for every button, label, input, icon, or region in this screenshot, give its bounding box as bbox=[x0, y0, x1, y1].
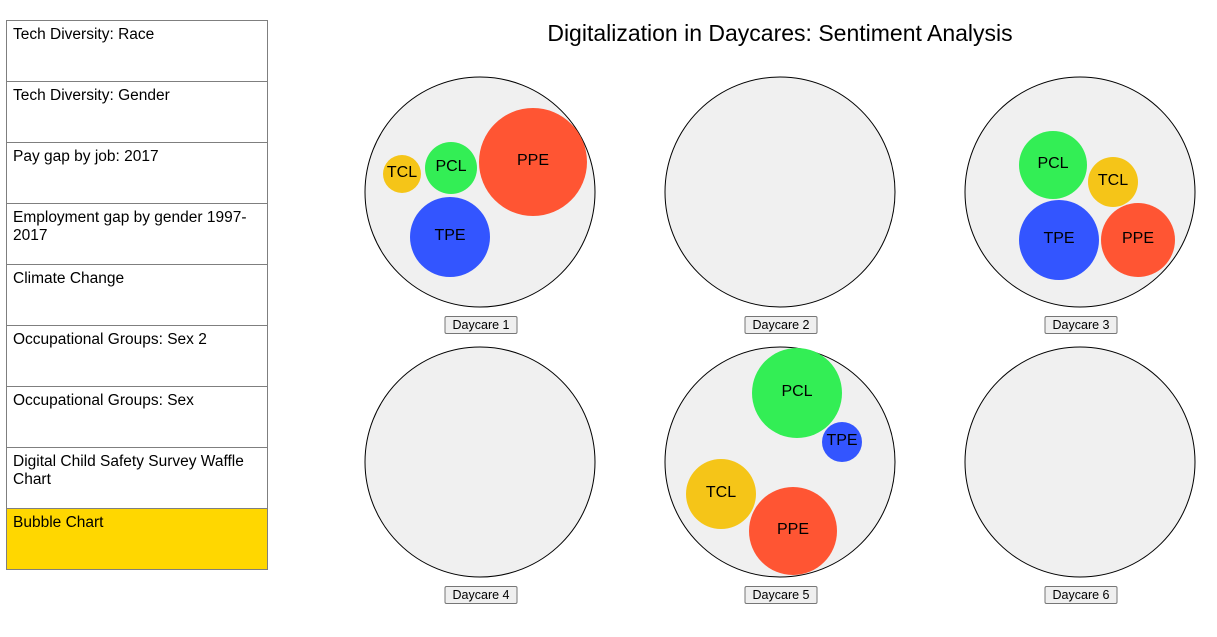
bubble-chart-svg: PCL PPE TCL TPE bbox=[664, 346, 896, 578]
nav-item-occupational-groups-sex-2[interactable]: Occupational Groups: Sex 2 bbox=[6, 325, 268, 387]
daycare-6-button[interactable]: Daycare 6 bbox=[1044, 586, 1118, 604]
daycare-3-chart: TPE PPE PCL TCL Daycare 3 bbox=[961, 76, 1201, 338]
nav-item-pay-gap[interactable]: Pay gap by job: 2017 bbox=[6, 142, 268, 204]
bubble-ppe[interactable] bbox=[749, 487, 837, 575]
chart-title: Digitalization in Daycares: Sentiment An… bbox=[547, 20, 1013, 46]
bubble-chart-svg bbox=[664, 76, 896, 308]
bubble-pcl[interactable] bbox=[425, 142, 477, 194]
nav-item-tech-diversity-gender[interactable]: Tech Diversity: Gender bbox=[6, 81, 268, 143]
bubble-label-tcl: TCL bbox=[1098, 172, 1128, 189]
bubble-ppe[interactable] bbox=[479, 108, 587, 216]
daycare-5-button[interactable]: Daycare 5 bbox=[744, 586, 818, 604]
bubble-chart-svg bbox=[364, 346, 596, 578]
bubble-label-pcl: PCL bbox=[1037, 155, 1068, 172]
sidebar-nav: Tech Diversity: Race Tech Diversity: Gen… bbox=[6, 20, 268, 570]
daycare-5-chart: PCL PPE TCL TPE Daycare 5 bbox=[661, 346, 901, 608]
bubble-label-pcl: PCL bbox=[781, 383, 812, 400]
bubble-label-ppe: PPE bbox=[1122, 230, 1154, 247]
bubble-label-tpe: TPE bbox=[826, 432, 857, 449]
bubble-chart-svg: TPE PPE PCL TCL bbox=[964, 76, 1196, 308]
daycare-6-chart: Daycare 6 bbox=[961, 346, 1201, 608]
bubble-label-tcl: TCL bbox=[706, 484, 736, 501]
daycare-3-button[interactable]: Daycare 3 bbox=[1044, 316, 1118, 334]
bubble-chart-svg: PPE TPE PCL TCL bbox=[364, 76, 596, 308]
bubble-tpe[interactable] bbox=[1019, 200, 1099, 280]
bubble-label-tpe: TPE bbox=[1043, 230, 1074, 247]
bubble-label-tpe: TPE bbox=[434, 227, 465, 244]
nav-item-tech-diversity-race[interactable]: Tech Diversity: Race bbox=[6, 20, 268, 82]
daycare-outer-circle bbox=[964, 346, 1196, 578]
daycare-4-chart: Daycare 4 bbox=[361, 346, 601, 608]
daycare-outer-circle bbox=[364, 346, 596, 578]
bubble-label-ppe: PPE bbox=[777, 521, 809, 538]
daycare-4-button[interactable]: Daycare 4 bbox=[444, 586, 518, 604]
bubble-tcl[interactable] bbox=[1088, 157, 1138, 207]
bubble-tcl[interactable] bbox=[383, 155, 421, 193]
nav-item-employment-gap[interactable]: Employment gap by gender 1997-2017 bbox=[6, 203, 268, 265]
bubble-tcl[interactable] bbox=[686, 459, 756, 529]
bubble-label-tcl: TCL bbox=[387, 164, 417, 181]
bubble-pcl[interactable] bbox=[1019, 131, 1087, 199]
daycare-outer-circle bbox=[664, 76, 896, 308]
bubble-label-ppe: PPE bbox=[517, 152, 549, 169]
nav-item-waffle-chart[interactable]: Digital Child Safety Survey Waffle Chart bbox=[6, 447, 268, 509]
daycare-1-chart: PPE TPE PCL TCL Daycare 1 bbox=[361, 76, 601, 338]
bubble-ppe[interactable] bbox=[1101, 203, 1175, 277]
daycare-2-chart: Daycare 2 bbox=[661, 76, 901, 338]
nav-item-bubble-chart[interactable]: Bubble Chart bbox=[6, 508, 268, 570]
nav-item-climate-change[interactable]: Climate Change bbox=[6, 264, 268, 326]
bubble-chart-svg bbox=[964, 346, 1196, 578]
daycare-2-button[interactable]: Daycare 2 bbox=[744, 316, 818, 334]
bubble-label-pcl: PCL bbox=[435, 158, 466, 175]
bubble-pcl[interactable] bbox=[752, 348, 842, 438]
bubble-tpe[interactable] bbox=[822, 422, 862, 462]
bubble-tpe[interactable] bbox=[410, 197, 490, 277]
nav-item-occupational-groups-sex[interactable]: Occupational Groups: Sex bbox=[6, 386, 268, 448]
daycare-1-button[interactable]: Daycare 1 bbox=[444, 316, 518, 334]
